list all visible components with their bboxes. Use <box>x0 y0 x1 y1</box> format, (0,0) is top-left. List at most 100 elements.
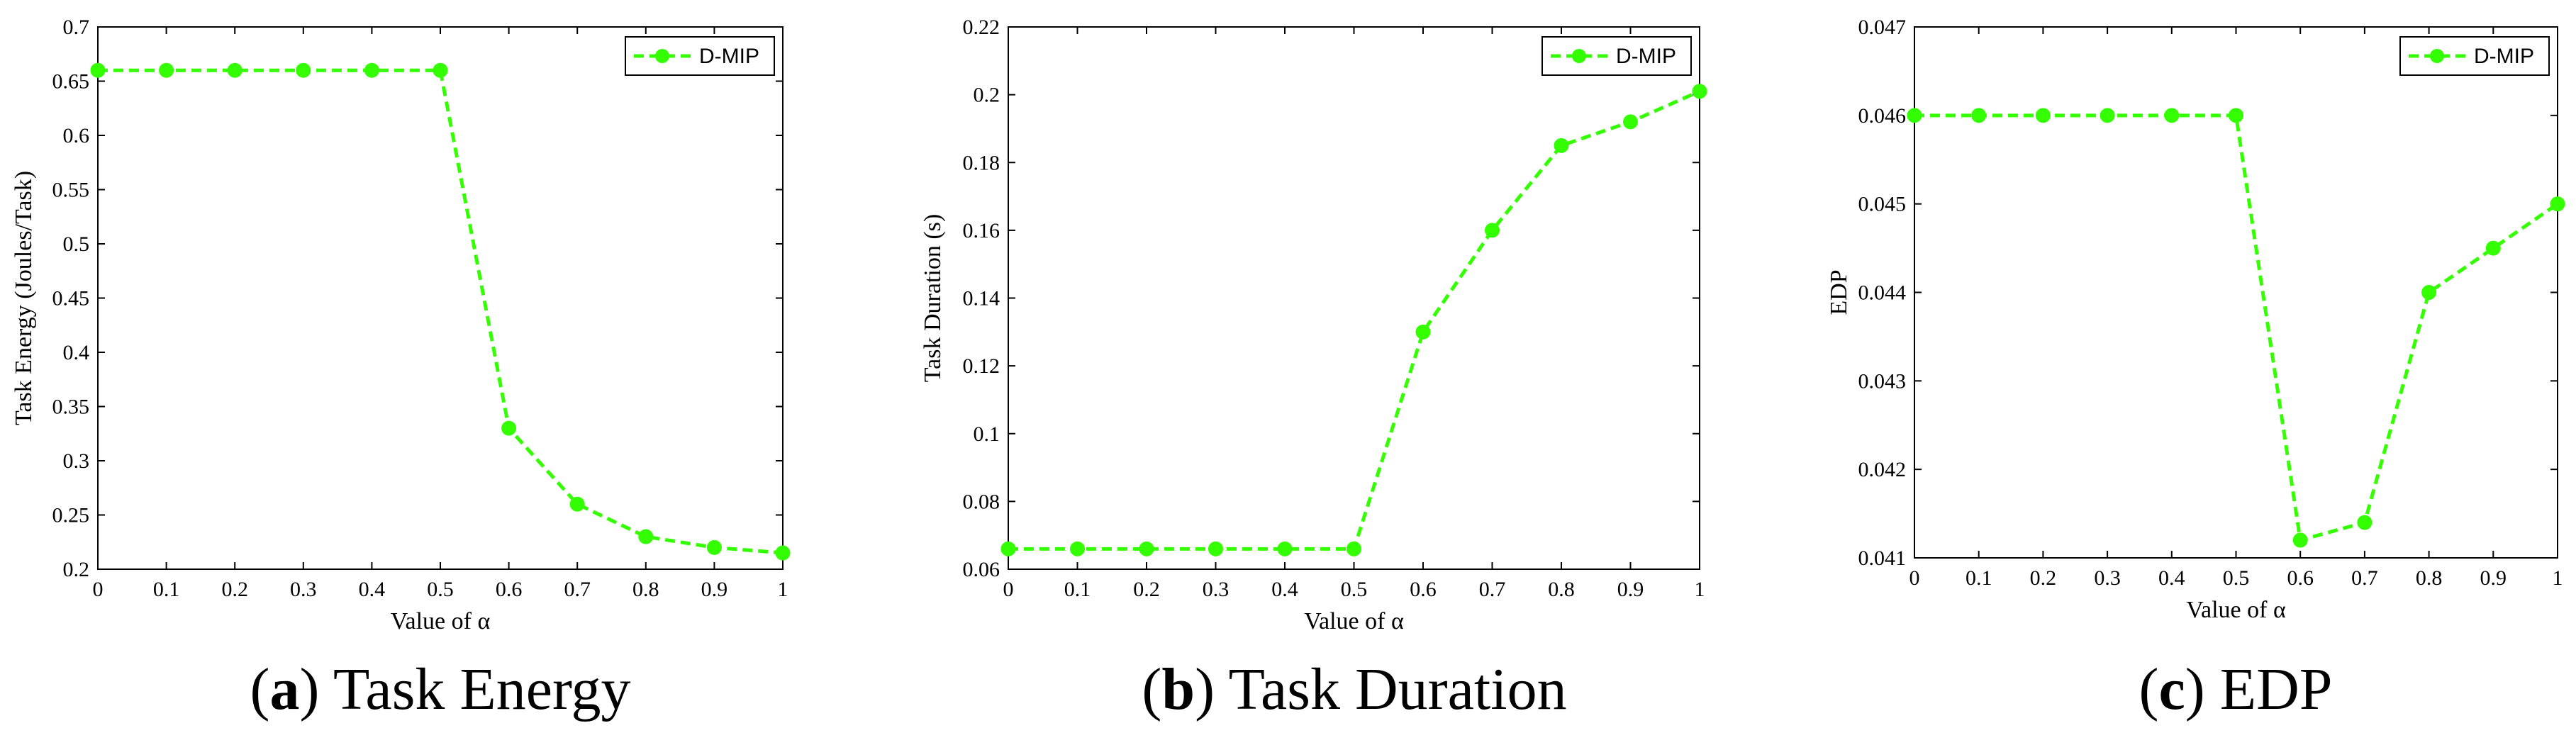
series-line-0 <box>98 68 784 555</box>
legend-label: D-MIP <box>699 45 759 68</box>
data-point <box>2550 196 2565 212</box>
data-point <box>638 529 654 544</box>
series-line-0 <box>1914 113 2559 543</box>
y-tick-label: 0.25 <box>52 504 90 527</box>
y-tick-label: 0.4 <box>63 341 90 364</box>
data-point <box>1346 541 1361 556</box>
data-point <box>569 496 585 512</box>
x-tick-label: 0.8 <box>1548 578 1575 601</box>
y-tick-label: 0.044 <box>1858 281 1907 305</box>
x-tick-label: 0.7 <box>1479 578 1506 601</box>
legend-label: D-MIP <box>1616 45 1676 68</box>
y-tick-label: 0.2 <box>974 84 1000 107</box>
x-tick-label: 0.1 <box>153 578 180 601</box>
data-point <box>296 62 311 78</box>
y-tick-label: 0.5 <box>63 233 90 256</box>
data-point <box>2292 532 2308 548</box>
x-tick-label: 0.8 <box>632 578 659 601</box>
y-tick-label: 0.65 <box>52 70 90 94</box>
x-tick-label: 0.7 <box>564 578 591 601</box>
caption-text: Task Energy <box>333 656 630 722</box>
legend-marker <box>655 49 669 63</box>
y-tick-label: 0.045 <box>1858 193 1907 216</box>
data-point <box>1070 541 1085 556</box>
x-tick-label: 0.5 <box>2223 566 2250 590</box>
data-point <box>1554 138 1569 153</box>
y-tick-label: 0.08 <box>963 490 1000 513</box>
x-tick-label: 0.2 <box>221 578 248 601</box>
caption-letter: c <box>2159 656 2185 722</box>
x-axis-label: Value of α <box>391 608 491 634</box>
y-tick-label: 0.18 <box>963 151 1000 174</box>
y-tick-label: 0.45 <box>52 287 90 310</box>
x-tick-label: 0.2 <box>2030 566 2057 590</box>
data-point <box>159 62 174 78</box>
plot-frame <box>97 26 784 570</box>
data-point <box>364 62 379 78</box>
y-tick-label: 0.046 <box>1858 104 1907 128</box>
y-tick-label: 0.55 <box>52 179 90 202</box>
data-point <box>2100 108 2115 123</box>
y-tick-label: 0.14 <box>963 287 1000 310</box>
x-tick-label: 0.5 <box>427 578 454 601</box>
data-point <box>2229 108 2243 123</box>
x-tick-label: 0.5 <box>1341 578 1368 601</box>
x-tick-label: 0.3 <box>1203 578 1230 601</box>
y-tick-label: 0.35 <box>52 396 90 419</box>
data-point <box>1907 108 1922 123</box>
x-tick-label: 0.9 <box>1617 578 1644 601</box>
y-tick-label: 0.7 <box>63 16 90 39</box>
data-point <box>775 545 791 561</box>
chart-panel-b: 0 0.1 0.2 0.3 0.4 0.5 0.6 0.7 0.8 0.9 1 0.06 0.08 0.1… <box>920 16 1707 722</box>
x-tick-label: 0.3 <box>290 578 317 601</box>
y-tick-label: 0.12 <box>963 354 1000 378</box>
series-line-0 <box>1008 89 1701 551</box>
x-tick-label: 0 <box>93 578 104 601</box>
data-point <box>433 62 448 78</box>
data-point <box>1485 223 1500 238</box>
x-tick-label: 0.6 <box>2287 566 2314 590</box>
y-tick-label: 0.22 <box>963 16 1000 39</box>
data-point <box>1208 541 1223 556</box>
data-point <box>1415 324 1431 340</box>
data-point <box>90 62 106 78</box>
y-tick-label: 0.047 <box>1858 16 1907 39</box>
x-tick-label: 0.6 <box>496 578 523 601</box>
x-tick-label: 0.4 <box>1271 578 1298 601</box>
data-point <box>1000 541 1016 556</box>
y-tick-label: 0.3 <box>63 449 90 473</box>
x-tick-label: 0 <box>1003 578 1014 601</box>
x-tick-label: 0.8 <box>2416 566 2443 590</box>
panel-caption: (a) Task Energy <box>250 656 631 722</box>
x-tick-label: 1 <box>778 578 788 601</box>
y-tick-label: 0.1 <box>974 422 1000 446</box>
chart-panel-c: 0 0.1 0.2 0.3 0.4 0.5 0.6 0.7 0.8 0.9 1 0.041 0.042 0… <box>1826 16 2565 722</box>
x-tick-label: 0.4 <box>359 578 386 601</box>
data-point <box>2421 285 2437 300</box>
x-tick-label: 0.4 <box>2158 566 2185 590</box>
x-tick-label: 0.1 <box>1966 566 1992 590</box>
y-axis-label: Task Energy (Joules/Task) <box>11 171 37 425</box>
data-point <box>2485 240 2501 256</box>
x-tick-label: 0.9 <box>701 578 728 601</box>
x-tick-label: 0.7 <box>2351 566 2378 590</box>
caption-letter: b <box>1161 656 1195 722</box>
y-axis-label: EDP <box>1826 269 1852 315</box>
x-tick-label: 1 <box>1695 578 1705 601</box>
y-tick-label: 0.06 <box>963 558 1000 581</box>
x-tick-label: 0.3 <box>2094 566 2121 590</box>
data-point <box>501 420 517 436</box>
legend-marker <box>2430 49 2444 63</box>
legend-label: D-MIP <box>2474 45 2534 68</box>
y-tick-label: 0.041 <box>1858 547 1907 570</box>
caption-letter: a <box>270 656 300 722</box>
plot-frame <box>1914 26 2558 559</box>
data-point <box>2357 515 2373 530</box>
x-tick-label: 0.1 <box>1064 578 1091 601</box>
data-point <box>1971 108 1987 123</box>
x-axis-label: Value of α <box>1304 608 1404 634</box>
y-tick-label: 0.6 <box>63 124 90 147</box>
data-point <box>2164 108 2180 123</box>
caption-text: EDP <box>2220 656 2333 722</box>
x-tick-label: 0.9 <box>2480 566 2507 590</box>
